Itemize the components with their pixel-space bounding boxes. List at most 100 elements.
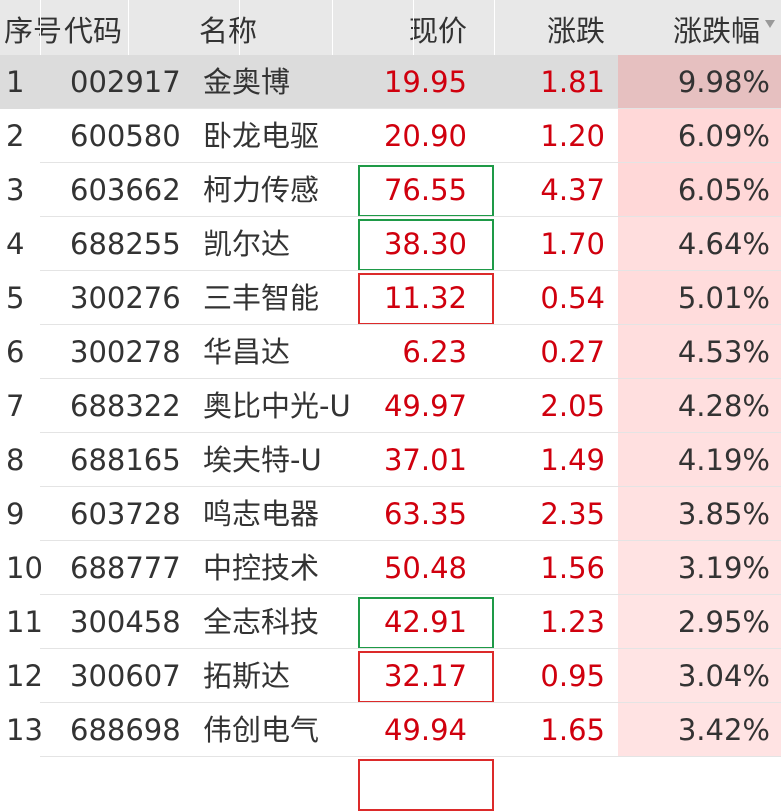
code-cell: 300458: [70, 605, 181, 639]
code-cell: 603662: [70, 173, 181, 207]
name-cell: 伟创电气: [203, 713, 320, 747]
table-row[interactable]: 4.64% 4 688255 凯尔达 38.30 1.70: [0, 217, 781, 271]
name-cell: 凯尔达: [203, 227, 291, 261]
name-cell: 三丰智能: [203, 281, 320, 315]
change-cell: 1.65: [540, 713, 605, 747]
price-flash-box: [358, 219, 494, 271]
index-cell: 3: [6, 173, 25, 207]
price-cell: 32.17: [383, 659, 467, 693]
pct-cell: 4.64%: [618, 217, 781, 271]
index-cell: 7: [6, 389, 25, 423]
index-cell: 8: [6, 443, 25, 477]
index-cell: 12: [6, 659, 43, 693]
table-row[interactable]: 4.28% 7 688322 奥比中光-U 49.97 2.05: [0, 379, 781, 433]
price-flash-box: [358, 597, 494, 649]
price-cell: 50.48: [383, 551, 467, 585]
column-divider[interactable]: [494, 0, 495, 55]
pct-cell: 6.09%: [618, 109, 781, 163]
column-divider[interactable]: [239, 0, 240, 55]
table-header: 序号 代码 名称 现价 涨跌 涨跌幅: [0, 0, 781, 55]
row-divider: [40, 486, 781, 487]
row-divider: [40, 702, 781, 703]
table-row[interactable]: 3.19% 10 688777 中控技术 50.48 1.56: [0, 541, 781, 595]
name-cell: 金奥博: [203, 65, 291, 99]
price-cell: 49.97: [383, 389, 467, 423]
code-cell: 603728: [70, 497, 181, 531]
change-cell: 4.37: [540, 173, 605, 207]
price-cell: 6.23: [402, 335, 467, 369]
pct-cell: 3.42%: [618, 703, 781, 757]
header-price[interactable]: 现价: [408, 14, 467, 48]
column-divider[interactable]: [128, 0, 129, 55]
pct-cell: 3.85%: [618, 487, 781, 541]
pct-cell: 3.19%: [618, 541, 781, 595]
row-divider: [40, 108, 781, 109]
table-row[interactable]: 4.19% 8 688165 埃夫特-U 37.01 1.49: [0, 433, 781, 487]
pct-cell: 4.53%: [618, 325, 781, 379]
row-divider: [40, 432, 781, 433]
table-row[interactable]: 6.05% 3 603662 柯力传感 76.55 4.37: [0, 163, 781, 217]
row-divider: [40, 540, 781, 541]
header-name[interactable]: 名称: [199, 14, 258, 48]
table-row[interactable]: 5.01% 5 300276 三丰智能 11.32 0.54: [0, 271, 781, 325]
price-flash-box: [358, 165, 494, 217]
pct-cell: 4.19%: [618, 433, 781, 487]
code-cell: 300607: [70, 659, 181, 693]
header-code[interactable]: 代码: [64, 14, 123, 48]
change-cell: 0.54: [540, 281, 605, 315]
name-cell: 拓斯达: [203, 659, 291, 693]
change-cell: 1.70: [540, 227, 605, 261]
row-divider: [40, 648, 781, 649]
pct-cell: 2.95%: [618, 595, 781, 649]
index-cell: 11: [6, 605, 43, 639]
change-cell: 2.35: [540, 497, 605, 531]
index-cell: 6: [6, 335, 25, 369]
price-cell: 49.94: [383, 713, 467, 747]
table-row[interactable]: 4.53% 6 300278 华昌达 6.23 0.27: [0, 325, 781, 379]
price-cell: 42.91: [383, 605, 467, 639]
price-cell: 63.35: [383, 497, 467, 531]
pct-cell: 9.98%: [618, 55, 781, 109]
column-divider[interactable]: [413, 0, 414, 55]
table-row[interactable]: 6.09% 2 600580 卧龙电驱 20.90 1.20: [0, 109, 781, 163]
change-cell: 0.95: [540, 659, 605, 693]
row-divider: [40, 270, 781, 271]
index-cell: 5: [6, 281, 25, 315]
table-row[interactable]: 3.04% 12 300607 拓斯达 32.17 0.95: [0, 649, 781, 703]
code-cell: 300276: [70, 281, 181, 315]
row-divider: [40, 216, 781, 217]
price-flash-box: [358, 759, 494, 811]
sort-desc-icon[interactable]: [765, 20, 775, 28]
code-cell: 688255: [70, 227, 181, 261]
column-divider[interactable]: [40, 0, 41, 55]
code-cell: 600580: [70, 119, 181, 153]
table-row-partial[interactable]: [0, 757, 781, 811]
row-divider: [40, 324, 781, 325]
name-cell: 华昌达: [203, 335, 291, 369]
price-cell: 76.55: [383, 173, 467, 207]
header-index[interactable]: 序号: [4, 14, 63, 48]
change-cell: 1.20: [540, 119, 605, 153]
table-row[interactable]: 3.42% 13 688698 伟创电气 49.94 1.65: [0, 703, 781, 757]
pct-cell: 3.04%: [618, 649, 781, 703]
code-cell: 688165: [70, 443, 181, 477]
change-cell: 1.49: [540, 443, 605, 477]
table-row[interactable]: 3.85% 9 603728 鸣志电器 63.35 2.35: [0, 487, 781, 541]
header-change[interactable]: 涨跌: [546, 14, 605, 48]
price-flash-box: [358, 273, 494, 325]
column-divider[interactable]: [332, 0, 333, 55]
row-divider: [40, 378, 781, 379]
row-divider: [40, 756, 781, 757]
name-cell: 中控技术: [203, 551, 320, 585]
table-row[interactable]: 9.98% 1 002917 金奥博 19.95 1.81: [0, 55, 781, 109]
price-cell: 19.95: [383, 65, 467, 99]
change-cell: 1.23: [540, 605, 605, 639]
header-pct[interactable]: 涨跌幅: [672, 14, 760, 48]
code-cell: 688777: [70, 551, 181, 585]
code-cell: 688322: [70, 389, 181, 423]
change-cell: 1.56: [540, 551, 605, 585]
pct-cell: 5.01%: [618, 271, 781, 325]
change-cell: 2.05: [540, 389, 605, 423]
table-row[interactable]: 2.95% 11 300458 全志科技 42.91 1.23: [0, 595, 781, 649]
code-cell: 300278: [70, 335, 181, 369]
